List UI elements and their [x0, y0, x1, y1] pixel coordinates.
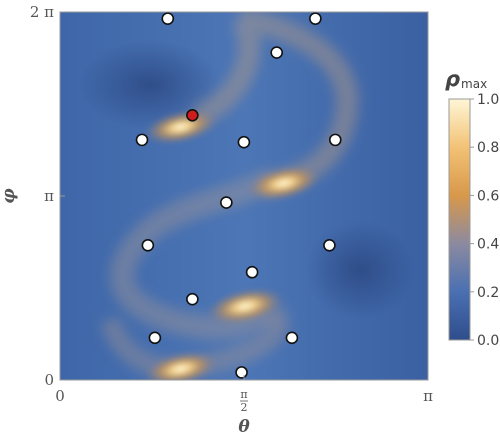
heatmap-hotspot	[143, 109, 218, 145]
colorbar: ρmax 0.0 0.2 0.4 0.6 0.8 1.0	[445, 67, 499, 349]
colorbar-tick-label: 0.0	[477, 333, 499, 349]
heatmap-dark-region	[305, 220, 415, 320]
data-point	[220, 196, 233, 209]
y-tick-label: π	[44, 187, 54, 205]
x-tick-label: 0	[55, 387, 65, 405]
x-tick-label: π	[423, 387, 433, 405]
y-tick-label: 2 π	[30, 3, 54, 21]
colorbar-tick-label: 0.8	[477, 140, 499, 156]
colorbar-tick-label: 0.4	[477, 237, 499, 253]
colorbar-tick-label: 0.2	[477, 285, 499, 301]
colorbar-tick-label: 1.0	[477, 92, 499, 108]
colorbar-title-main: ρ	[445, 67, 460, 91]
heatmap-arm	[110, 169, 277, 340]
heatmap-hotspot	[205, 287, 285, 325]
x-tick-label-numerator: π	[240, 388, 247, 401]
heatmap-hotspot	[143, 351, 218, 380]
data-point	[309, 12, 322, 25]
colorbar-title: ρmax	[445, 67, 487, 91]
data-point	[323, 238, 336, 252]
heatmap-dark-region	[80, 40, 220, 130]
colorbar-tick-label: 0.6	[477, 188, 499, 204]
data-point	[161, 12, 175, 25]
data-point	[235, 366, 248, 379]
x-axis-label: θ	[238, 417, 250, 437]
data-point	[135, 133, 149, 147]
y-axis: 0 π 2 π φ	[0, 3, 65, 389]
data-point	[237, 135, 251, 149]
plot-area	[59, 11, 429, 381]
data-point	[141, 238, 155, 252]
heatmap-hotspot	[246, 165, 321, 201]
x-axis: 0 π2π θ	[55, 375, 433, 437]
data-point	[285, 331, 299, 345]
data-point	[328, 133, 342, 147]
data-point	[148, 331, 162, 345]
y-axis-label: φ	[0, 188, 19, 204]
colorbar-title-sub: max	[461, 77, 487, 91]
data-point	[186, 292, 199, 306]
data-point	[270, 46, 284, 59]
colorbar-gradient	[448, 98, 471, 341]
x-tick-label-denominator: 2	[241, 401, 248, 414]
highlighted-point	[186, 108, 199, 122]
y-tick-label: 0	[44, 371, 54, 389]
data-point	[245, 265, 259, 279]
